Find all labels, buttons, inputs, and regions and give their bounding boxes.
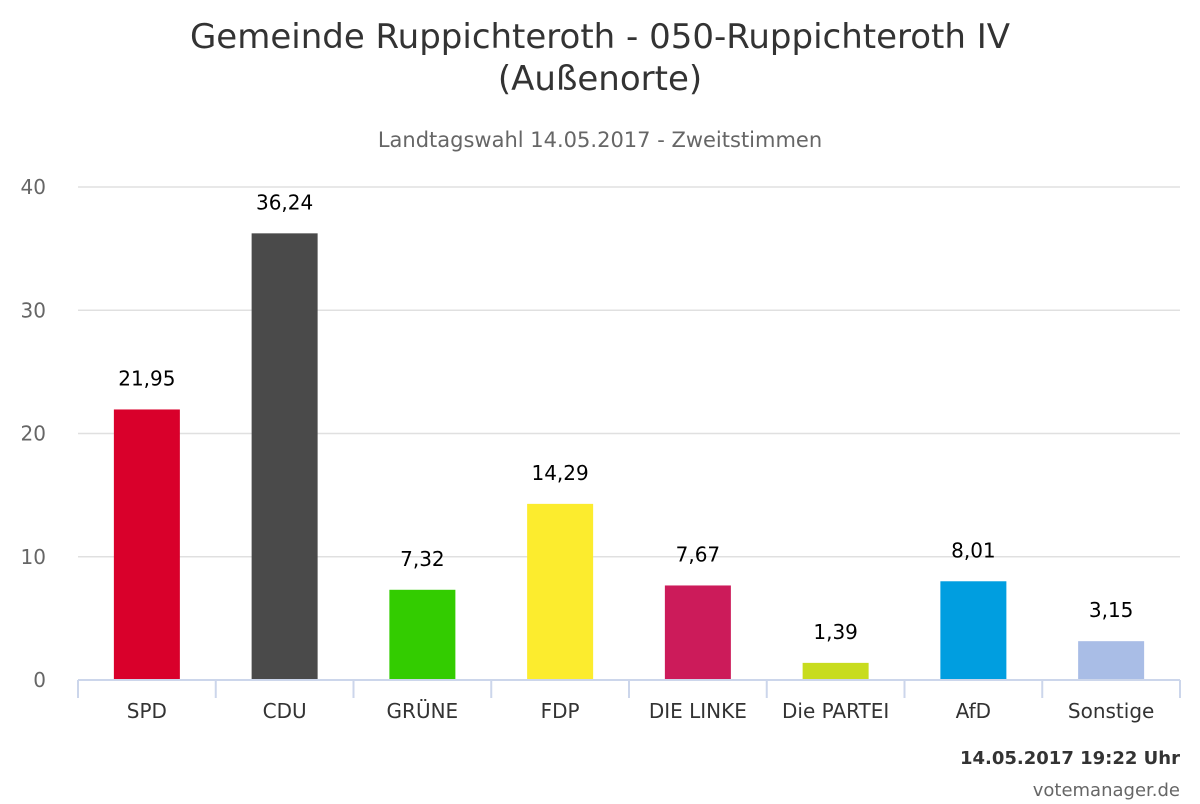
chart-timestamp: 14.05.2017 19:22 Uhr [960, 748, 1180, 769]
bar[interactable] [664, 585, 731, 680]
x-tick-label: DIE LINKE [649, 699, 747, 723]
x-tick-label: Die PARTEI [782, 699, 889, 723]
bar[interactable] [527, 503, 594, 680]
y-tick-label: 20 [21, 422, 46, 446]
x-tick-label: AfD [956, 699, 991, 723]
data-label: 3,15 [1089, 598, 1134, 622]
data-label: 7,32 [400, 547, 445, 571]
y-tick-label: 10 [21, 545, 46, 569]
data-label: 8,01 [951, 538, 996, 562]
chart-title-line1: Gemeinde Ruppichteroth - 050-Ruppichtero… [190, 17, 1010, 57]
data-label: 36,24 [256, 190, 313, 214]
bar[interactable] [1078, 641, 1145, 680]
x-tick-label: SPD [127, 699, 167, 723]
data-label: 14,29 [531, 461, 588, 485]
bar[interactable] [940, 581, 1007, 680]
y-tick-label: 40 [21, 175, 46, 199]
x-tick-label: CDU [263, 699, 307, 723]
bar[interactable] [389, 589, 456, 680]
x-tick-label: GRÜNE [387, 699, 459, 723]
x-tick-label: Sonstige [1068, 699, 1154, 723]
y-tick-label: 0 [33, 668, 46, 692]
bar[interactable] [251, 233, 318, 681]
chart-credit: votemanager.de [1033, 780, 1180, 800]
data-label: 7,67 [676, 542, 721, 566]
chart-subtitle: Landtagswahl 14.05.2017 - Zweitstimmen [378, 128, 822, 152]
chart-title-line2: (Außenorte) [498, 59, 702, 99]
bar[interactable] [113, 409, 180, 680]
x-tick-label: FDP [541, 699, 580, 723]
bar[interactable] [802, 662, 869, 680]
y-tick-label: 30 [21, 298, 46, 322]
data-label: 1,39 [813, 620, 858, 644]
data-label: 21,95 [118, 366, 175, 390]
